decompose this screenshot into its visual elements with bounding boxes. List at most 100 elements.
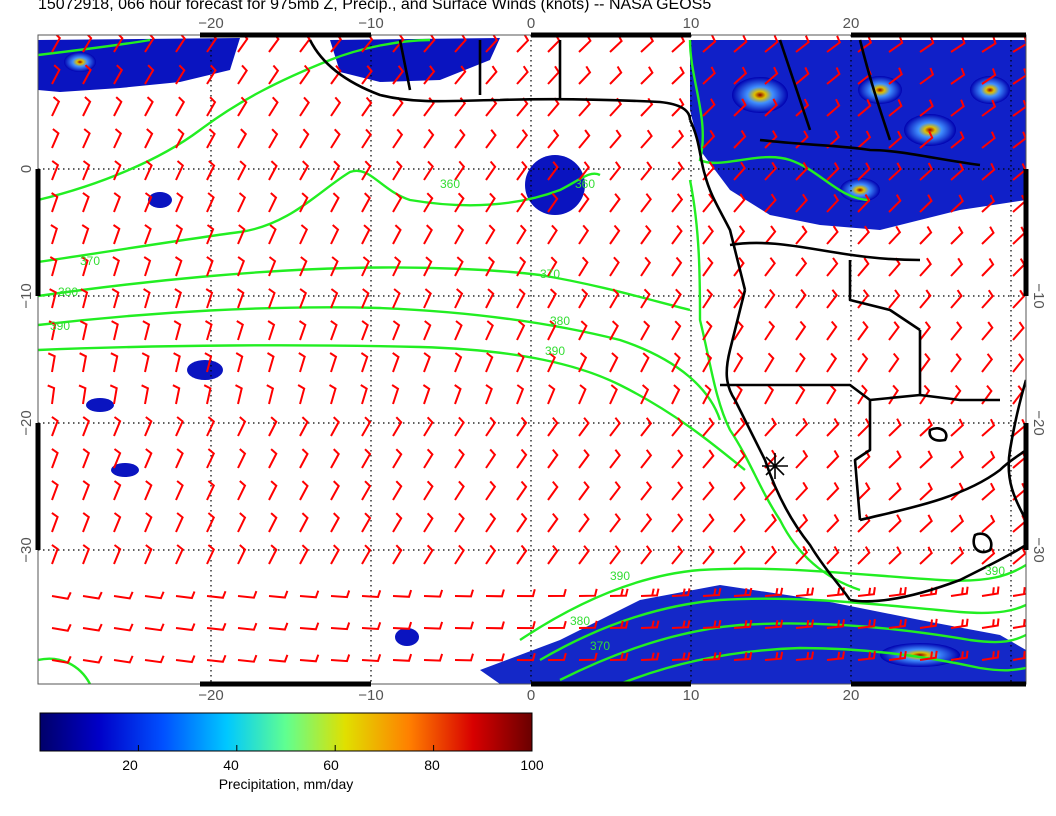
wind-barb <box>950 226 964 245</box>
precip-cell <box>732 77 788 113</box>
wind-barb <box>981 68 997 85</box>
graticule <box>38 35 1026 684</box>
wind-barb <box>826 193 840 213</box>
wind-barb <box>361 416 372 437</box>
wind-barb <box>578 481 590 501</box>
wind-barb <box>485 480 497 501</box>
wind-barb <box>702 225 714 245</box>
inner-border <box>729 241 921 262</box>
wind-barb <box>266 352 275 373</box>
wind-barb <box>888 194 902 213</box>
wind-barb <box>609 256 620 277</box>
wind-barb <box>485 35 499 53</box>
wind-barb <box>702 35 717 53</box>
wind-barb <box>330 224 340 245</box>
wind-barb <box>237 544 247 565</box>
wind-barb <box>640 652 660 661</box>
wind-barb <box>485 653 505 662</box>
wind-barb <box>113 623 134 632</box>
wind-barb <box>82 96 92 117</box>
wind-barb <box>237 192 247 213</box>
wind-barb <box>174 288 182 309</box>
wind-barb <box>733 320 744 341</box>
wind-barb <box>733 481 746 501</box>
wind-barb <box>175 655 196 664</box>
wind-barb <box>826 384 837 405</box>
wind-barb <box>144 655 165 664</box>
wind-barb <box>826 481 840 501</box>
wind-barb <box>360 352 369 373</box>
wind-barb <box>485 621 505 630</box>
wind-barb <box>702 288 714 309</box>
lon-tick-label: 0 <box>527 15 535 32</box>
contour-line <box>539 597 1026 662</box>
wind-barb <box>919 482 933 501</box>
lon-tick-label: −20 <box>198 687 223 704</box>
wind-barb <box>516 512 528 533</box>
wind-barb <box>795 193 808 213</box>
wind-barb <box>826 98 841 117</box>
wind-barb <box>826 67 841 85</box>
wind-barb <box>454 256 464 277</box>
wind-barb <box>826 320 838 341</box>
wind-barb <box>857 257 870 277</box>
wind-barb <box>702 587 722 597</box>
contour-label: 390 <box>545 344 565 358</box>
wind-barb <box>392 256 402 277</box>
wind-barb <box>919 162 934 181</box>
wind-barb <box>888 35 904 53</box>
wind-barb <box>237 64 248 85</box>
wind-barb <box>113 448 122 469</box>
wind-barb <box>268 288 276 309</box>
wind-barb <box>547 192 559 213</box>
wind-barb <box>950 194 964 213</box>
wind-barb <box>423 65 436 85</box>
wind-barb <box>888 618 907 629</box>
wind-barb <box>516 288 526 309</box>
wind-barb <box>764 619 784 629</box>
wind-barb <box>547 161 559 181</box>
wind-barb <box>609 288 620 309</box>
wind-barb <box>888 450 902 469</box>
wind-barb <box>330 512 340 533</box>
wind-barb <box>578 256 589 277</box>
wind-barb <box>113 128 123 149</box>
wind-barb <box>1012 353 1025 373</box>
wind-barb <box>547 588 567 597</box>
wind-barb <box>423 352 431 373</box>
wind-barb <box>826 651 845 661</box>
wind-barb <box>51 160 60 181</box>
wind-barb <box>702 481 715 501</box>
wind-barb <box>640 129 653 149</box>
wind-barb <box>857 320 869 341</box>
inner-border <box>720 383 1000 402</box>
precip-patch-small <box>187 360 223 380</box>
wind-barb <box>547 544 559 565</box>
wind-barb <box>236 288 245 309</box>
wind-barb <box>113 544 122 565</box>
wind-barb <box>795 545 809 565</box>
inner-border <box>759 138 981 167</box>
wind-barb <box>578 620 598 629</box>
wind-barb <box>299 224 309 245</box>
wind-barb <box>764 417 777 437</box>
wind-barb <box>392 160 403 181</box>
wind-barb <box>82 416 91 437</box>
wind-barb <box>981 353 994 373</box>
wind-barb <box>950 514 965 533</box>
wind-barb <box>80 288 89 309</box>
wind-barb <box>764 513 777 533</box>
wind-barb <box>237 512 247 533</box>
wind-barb <box>454 416 465 437</box>
wind-barb <box>702 651 722 661</box>
wind-barb <box>50 224 58 245</box>
wind-barb <box>299 416 309 437</box>
wind-barb <box>888 482 902 501</box>
wind-barb <box>175 591 196 600</box>
wind-barb <box>578 588 598 597</box>
wind-barb <box>671 449 684 469</box>
wind-barb <box>547 652 567 661</box>
wind-barb <box>485 448 497 469</box>
wind-barb <box>205 288 214 309</box>
